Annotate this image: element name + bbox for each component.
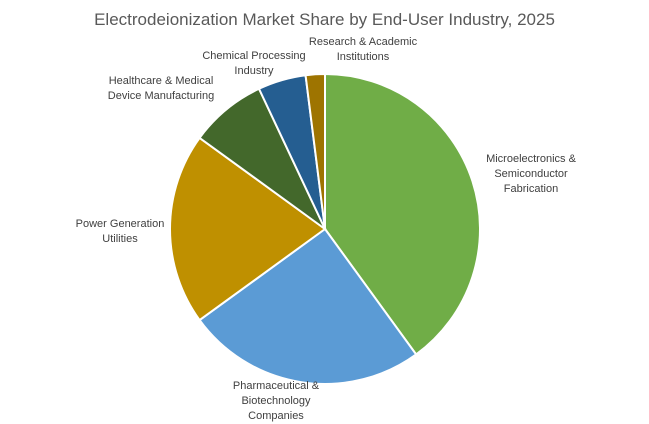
chart-title: Electrodeionization Market Share by End-… xyxy=(94,10,555,29)
slice-label-line: Pharmaceutical & xyxy=(233,380,320,392)
slice-label-line: Industry xyxy=(234,65,274,77)
slice-label-line: Healthcare & Medical xyxy=(109,75,214,87)
slice-label-line: Microelectronics & xyxy=(486,153,577,165)
slice-label: Healthcare & Medical Device Manufacturing xyxy=(108,75,214,102)
slice-label-line: Device Manufacturing xyxy=(108,90,214,102)
slice-label-line: Utilities xyxy=(102,233,138,245)
pie-slice xyxy=(304,72,326,230)
slice-label-line: Power Generation xyxy=(76,218,165,230)
slice-label: Microelectronics & Semiconductor Fabricati… xyxy=(486,153,577,195)
slice-label-line: Institutions xyxy=(337,51,390,63)
slice-label-line: Semiconductor xyxy=(494,168,568,180)
slice-label: Research & Academic Institutions xyxy=(309,36,418,63)
slice-label: Pharmaceutical & Biotechnology Companies xyxy=(233,380,320,422)
slice-label-line: Research & Academic xyxy=(309,36,418,48)
pie-slice xyxy=(198,227,418,385)
pie-slice xyxy=(169,136,327,322)
slice-label: Chemical Processing Industry xyxy=(202,50,305,77)
pie-slice xyxy=(324,72,481,356)
slice-label-line: Biotechnology xyxy=(241,395,311,407)
slice-label-line: Companies xyxy=(248,410,304,422)
slice-label-line: Fabrication xyxy=(504,183,558,195)
slice-label-line: Chemical Processing xyxy=(202,50,305,62)
slice-label: Power Generation Utilities xyxy=(76,218,165,245)
